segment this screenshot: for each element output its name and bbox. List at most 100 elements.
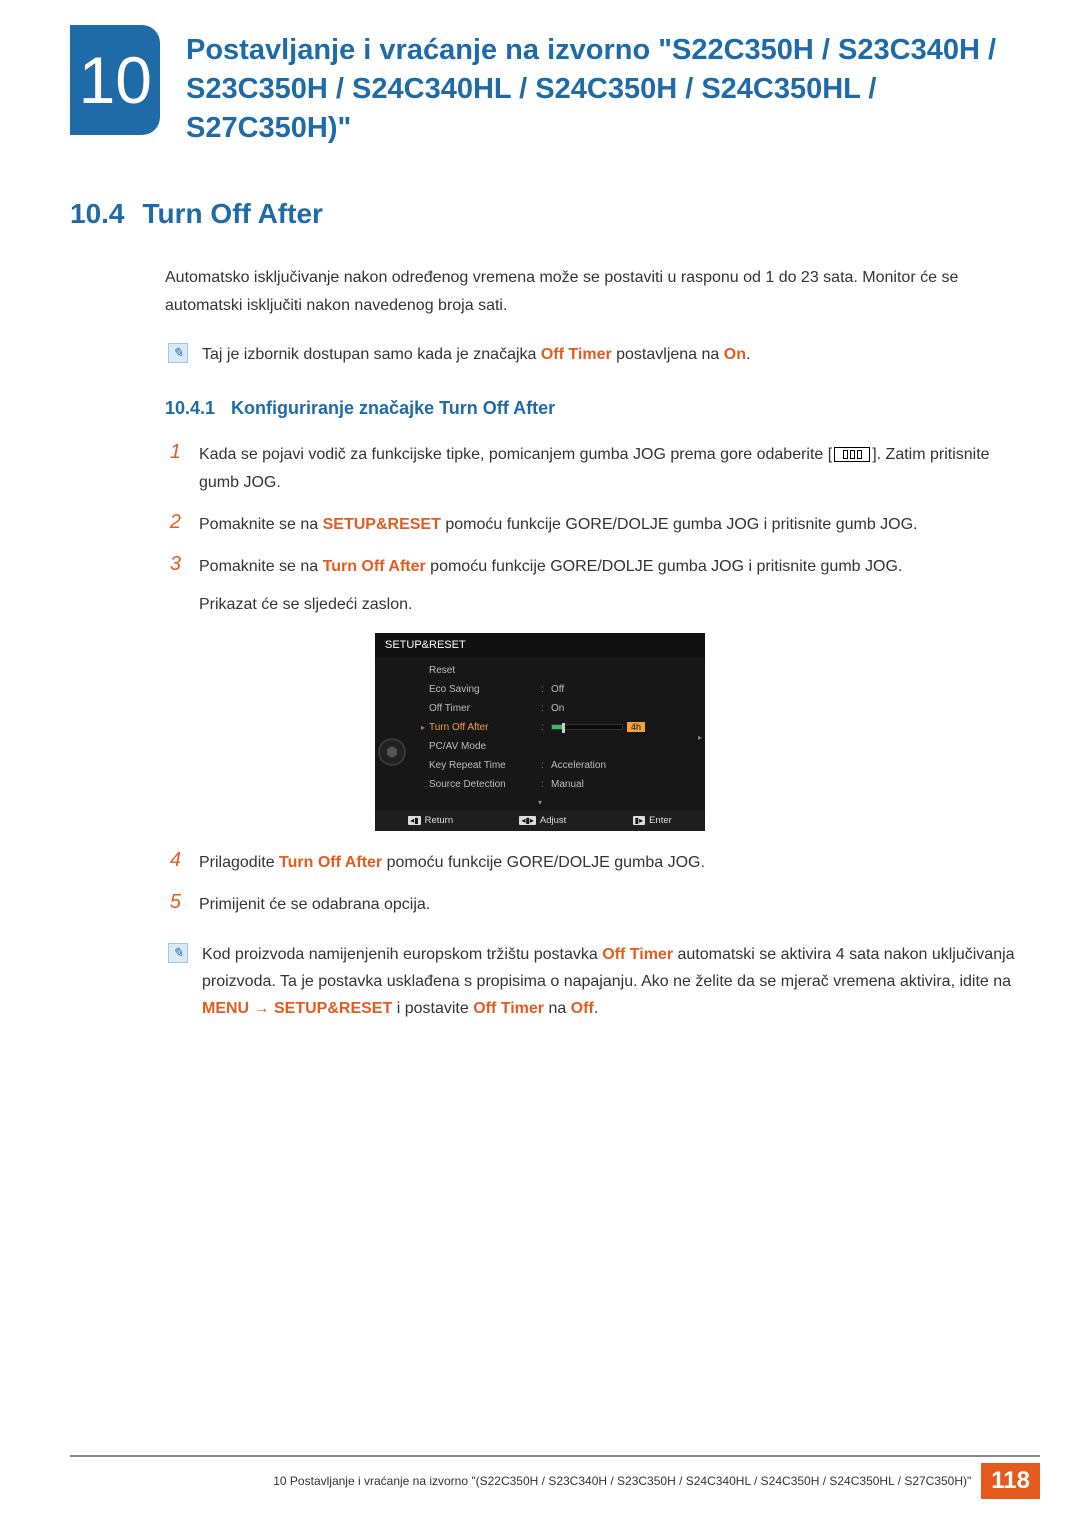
- osd-row-value: Manual: [551, 779, 701, 790]
- step-5: 5 Primijenit će se odabrana opcija.: [165, 891, 1020, 919]
- slider-track: [551, 724, 623, 730]
- n2-t3: i postavite: [392, 1000, 473, 1017]
- osd-right-arrow-icon: ▸: [698, 733, 702, 742]
- osd-list: ResetEco Saving:OffOff Timer:On▸Turn Off…: [409, 657, 705, 798]
- osd-down-arrow-icon: ▾: [375, 798, 705, 810]
- osd-row: Off Timer:On: [409, 699, 701, 718]
- note1-mid: postavljena na: [612, 346, 724, 363]
- n2-h2: MENU: [202, 1000, 249, 1017]
- osd-row-value: Acceleration: [551, 760, 701, 771]
- step4-hl: Turn Off After: [279, 854, 382, 871]
- step-number: 1: [165, 441, 181, 497]
- note-2: ✎ Kod proizvoda namijenjenih europskom t…: [168, 941, 1020, 1023]
- osd-title: SETUP&RESET: [375, 633, 705, 657]
- chapter-title: Postavljanje i vraćanje na izvorno "S22C…: [160, 25, 1020, 148]
- osd-row-label: Reset: [429, 665, 541, 676]
- step-3-text: Pomaknite se na Turn Off After pomoću fu…: [199, 553, 902, 619]
- page-footer: 10 Postavljanje i vraćanje na izvorno "(…: [70, 1455, 1040, 1499]
- osd-row-label: Turn Off After: [429, 722, 541, 733]
- step-3: 3 Pomaknite se na Turn Off After pomoću …: [165, 553, 1020, 619]
- osd-row-value: On: [551, 703, 701, 714]
- n2-t5: .: [594, 1000, 598, 1017]
- osd-colon: :: [541, 722, 551, 733]
- note1-hl1: Off Timer: [541, 346, 612, 363]
- note-2-text: Kod proizvoda namijenjenih europskom trž…: [202, 941, 1020, 1023]
- n2-t1: Kod proizvoda namijenjenih europskom trž…: [202, 946, 602, 963]
- slider-value: 4h: [627, 722, 645, 732]
- osd-gear-column: [375, 657, 409, 798]
- intro-paragraph: Automatsko isključivanje nakon određenog…: [165, 264, 1020, 318]
- osd-adjust-label: Adjust: [540, 815, 566, 826]
- osd-row-label: Source Detection: [429, 779, 541, 790]
- note-1-text: Taj je izbornik dostupan samo kada je zn…: [202, 341, 750, 368]
- subsection-number: 10.4.1: [165, 398, 215, 419]
- osd-row: Source Detection:Manual: [409, 775, 701, 794]
- osd-return-label: Return: [425, 815, 454, 826]
- note-icon: ✎: [168, 343, 188, 363]
- step3-b: pomoću funkcije GORE/DOLJE gumba JOG i p…: [426, 558, 903, 575]
- step4-b: pomoću funkcije GORE/DOLJE gumba JOG.: [382, 854, 705, 871]
- osd-row-label: Off Timer: [429, 703, 541, 714]
- osd-row: ▸Turn Off After: 4h: [409, 718, 701, 737]
- osd-colon: :: [541, 779, 551, 790]
- osd-colon: :: [541, 703, 551, 714]
- step-number: 5: [165, 891, 181, 919]
- osd-colon: :: [541, 684, 551, 695]
- step3-hl: Turn Off After: [323, 558, 426, 575]
- steps-list: 1 Kada se pojavi vodič za funkcijske tip…: [165, 441, 1020, 619]
- osd-footer: ◂▮ Return ◂▮▸ Adjust ▮▸ Enter: [375, 810, 705, 831]
- note-icon: ✎: [168, 943, 188, 963]
- step2-a: Pomaknite se na: [199, 516, 323, 533]
- section-number: 10.4: [70, 198, 125, 230]
- n2-t4: na: [544, 1000, 571, 1017]
- step-2-text: Pomaknite se na SETUP&RESET pomoću funkc…: [199, 511, 918, 539]
- osd-adjust: ◂▮▸ Adjust: [519, 815, 566, 826]
- n2-h5: Off: [571, 1000, 594, 1017]
- osd-return: ◂▮ Return: [408, 815, 453, 826]
- step-4-text: Prilagodite Turn Off After pomoću funkci…: [199, 849, 705, 877]
- step2-b: pomoću funkcije GORE/DOLJE gumba JOG i p…: [441, 516, 918, 533]
- n2-h1: Off Timer: [602, 946, 673, 963]
- step3-c: Prikazat će se sljedeći zaslon.: [199, 596, 412, 613]
- step3-a: Pomaknite se na: [199, 558, 323, 575]
- osd-colon: :: [541, 760, 551, 771]
- osd-row-label: Eco Saving: [429, 684, 541, 695]
- page-number: 118: [981, 1463, 1040, 1499]
- note1-pre: Taj je izbornik dostupan samo kada je zn…: [202, 346, 541, 363]
- menu-icon: [834, 447, 870, 462]
- osd-body: ResetEco Saving:OffOff Timer:On▸Turn Off…: [375, 657, 705, 798]
- osd-row-value: Off: [551, 684, 701, 695]
- osd-row-value: 4h: [551, 722, 701, 733]
- enter-key-icon: ▮▸: [633, 816, 645, 825]
- subsection-heading: 10.4.1 Konfiguriranje značajke Turn Off …: [165, 398, 1080, 419]
- osd-menu: SETUP&RESET ResetEco Saving:OffOff Timer…: [375, 633, 705, 831]
- adjust-key-icon: ◂▮▸: [519, 816, 535, 825]
- footer-text: 10 Postavljanje i vraćanje na izvorno "(…: [70, 1474, 971, 1488]
- step-number: 3: [165, 553, 181, 619]
- osd-enter-label: Enter: [649, 815, 672, 826]
- step-5-text: Primijenit će se odabrana opcija.: [199, 891, 430, 919]
- osd-row: Key Repeat Time:Acceleration: [409, 756, 701, 775]
- n2-h3: SETUP&RESET: [274, 1000, 392, 1017]
- n2-arrow: →: [249, 1000, 274, 1017]
- steps-list-cont: 4 Prilagodite Turn Off After pomoću funk…: [165, 849, 1020, 919]
- step-1-text: Kada se pojavi vodič za funkcijske tipke…: [199, 441, 1020, 497]
- step-number: 4: [165, 849, 181, 877]
- step1-a: Kada se pojavi vodič za funkcijske tipke…: [199, 446, 832, 463]
- osd-row-label: PC/AV Mode: [429, 741, 541, 752]
- step4-a: Prilagodite: [199, 854, 279, 871]
- subsection-title: Konfiguriranje značajke Turn Off After: [231, 398, 555, 419]
- osd-row-label: Key Repeat Time: [429, 760, 541, 771]
- step-2: 2 Pomaknite se na SETUP&RESET pomoću fun…: [165, 511, 1020, 539]
- chapter-number-badge: 10: [70, 25, 160, 135]
- step2-hl: SETUP&RESET: [323, 516, 441, 533]
- step-number: 2: [165, 511, 181, 539]
- osd-row: Reset: [409, 661, 701, 680]
- row-arrow-icon: ▸: [421, 723, 429, 732]
- slider-knob: [562, 723, 565, 733]
- note1-post: .: [746, 346, 750, 363]
- step-4: 4 Prilagodite Turn Off After pomoću funk…: [165, 849, 1020, 877]
- section-heading: 10.4 Turn Off After: [70, 198, 1080, 230]
- return-key-icon: ◂▮: [408, 816, 420, 825]
- gear-icon: [382, 742, 402, 762]
